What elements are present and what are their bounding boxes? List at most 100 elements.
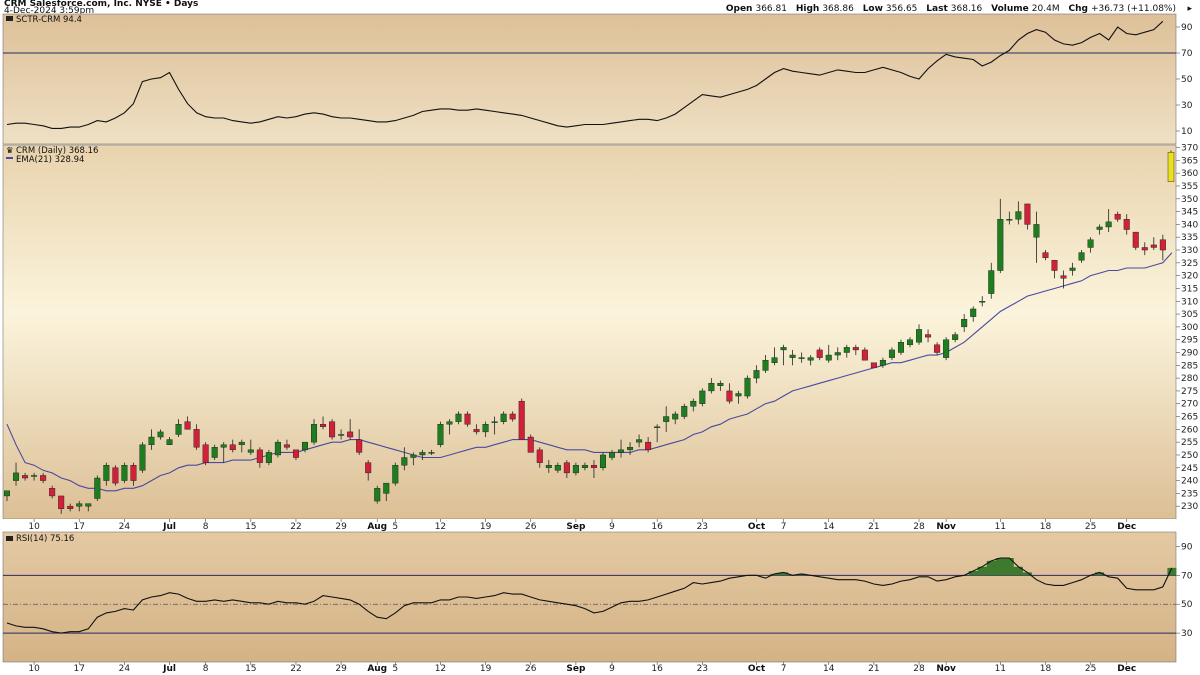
candle-body bbox=[943, 339, 950, 358]
x-axis-bottom: 10 17 24 Jul 8 15 22 29 Aug 5 12 19 26 Sep 9 16 23 Oct 7 14… bbox=[28, 662, 1136, 674]
candle-body bbox=[1123, 219, 1130, 230]
rsi-axis: 90 70 50 30 bbox=[1176, 542, 1193, 639]
candle-body bbox=[807, 357, 814, 361]
x-tick-label: 25 bbox=[1085, 522, 1096, 532]
candle-body bbox=[94, 477, 101, 499]
x-tick-label: 5 bbox=[392, 664, 398, 674]
low-value: 356.65 bbox=[886, 4, 918, 14]
candle-body bbox=[347, 431, 354, 438]
candle-body bbox=[870, 362, 877, 369]
candle-body bbox=[762, 359, 769, 371]
candle-body bbox=[491, 421, 498, 423]
candle-body bbox=[554, 465, 561, 471]
candle-body bbox=[392, 465, 399, 484]
price-tick-label: 270 bbox=[1181, 400, 1198, 410]
ema-legend-swatch bbox=[6, 157, 13, 159]
candle-body bbox=[184, 421, 191, 430]
high-label: High bbox=[796, 4, 819, 14]
x-tick-label: 9 bbox=[609, 522, 615, 532]
x-tick-label: Nov bbox=[936, 522, 956, 532]
candle-body bbox=[247, 449, 254, 453]
candle-body bbox=[789, 354, 796, 358]
x-tick-label: Oct bbox=[748, 664, 766, 674]
candle-body bbox=[663, 416, 670, 422]
candle-body bbox=[618, 449, 625, 453]
x-axis-middle: 10 17 24 Jul 8 15 22 29 Aug 5 12 19 26 Sep 9 16 23 Oct 7 14… bbox=[28, 519, 1136, 532]
candle-body bbox=[825, 354, 832, 361]
x-tick-label: 21 bbox=[868, 664, 879, 674]
open-label: Open bbox=[726, 4, 753, 14]
candle-body bbox=[238, 441, 245, 445]
x-tick-label: Nov bbox=[936, 664, 956, 674]
price-label: CRM (Daily) 368.16 bbox=[16, 146, 98, 156]
candle-body bbox=[690, 400, 697, 407]
price-tick-label: 330 bbox=[1181, 246, 1198, 256]
price-tick-label: 235 bbox=[1181, 489, 1198, 499]
x-tick-label: 8 bbox=[203, 664, 209, 674]
candle-body bbox=[961, 318, 968, 328]
price-tick-label: 315 bbox=[1181, 284, 1198, 294]
scroll-arrow-icon[interactable]: ▸ bbox=[1187, 4, 1192, 14]
candle-body bbox=[1159, 239, 1166, 251]
low-label: Low bbox=[863, 4, 883, 14]
candle-body bbox=[509, 413, 516, 420]
x-tick-label: Sep bbox=[566, 664, 586, 674]
x-tick-label: 29 bbox=[335, 522, 347, 532]
candle-body bbox=[599, 454, 606, 468]
x-tick-label: 11 bbox=[995, 664, 1006, 674]
candle-body bbox=[482, 424, 489, 433]
volume-value: 20.4M bbox=[1032, 4, 1060, 14]
x-tick-label: 24 bbox=[119, 664, 131, 674]
candle-body bbox=[365, 462, 372, 474]
candle-body bbox=[58, 495, 65, 509]
price-tick-label: 295 bbox=[1181, 336, 1198, 346]
candle-body bbox=[1024, 203, 1031, 225]
x-tick-label: 19 bbox=[480, 522, 492, 532]
candle-body bbox=[672, 413, 679, 420]
candle-body bbox=[1033, 224, 1040, 238]
candle-body bbox=[925, 334, 932, 338]
candle-body bbox=[464, 413, 471, 425]
price-tick-label: 290 bbox=[1181, 348, 1198, 358]
rsi-overbought-fill bbox=[770, 558, 1177, 576]
price-tick-label: 355 bbox=[1181, 182, 1198, 192]
x-tick-label: 12 bbox=[435, 522, 446, 532]
candle-body bbox=[1006, 219, 1013, 221]
rsi-panel-background bbox=[2, 531, 1177, 663]
candle-body bbox=[112, 467, 119, 484]
candle-body bbox=[970, 308, 977, 317]
candle-body bbox=[49, 488, 56, 497]
candle-body bbox=[780, 347, 787, 351]
candle-body bbox=[798, 357, 805, 359]
x-tick-label: 10 bbox=[28, 522, 40, 532]
candle-body bbox=[699, 390, 706, 404]
candle-body bbox=[1087, 239, 1094, 248]
sctr-tick-label: 50 bbox=[1181, 75, 1193, 85]
sctr-legend-swatch bbox=[6, 16, 13, 21]
price-tick-label: 310 bbox=[1181, 297, 1198, 307]
x-tick-label: 28 bbox=[913, 664, 925, 674]
candle-body bbox=[274, 441, 281, 456]
last-candle-body bbox=[1167, 152, 1175, 182]
x-tick-label: Aug bbox=[367, 664, 387, 674]
candle-body bbox=[329, 421, 336, 438]
sctr-tick-label: 10 bbox=[1181, 127, 1193, 137]
candle-body bbox=[139, 444, 146, 471]
candle-body bbox=[3, 490, 10, 497]
candle-body bbox=[816, 349, 823, 358]
x-tick-label: 18 bbox=[1040, 664, 1052, 674]
x-tick-label: Jul bbox=[162, 522, 176, 532]
x-axis-middle-band bbox=[3, 519, 1176, 532]
price-tick-label: 250 bbox=[1181, 451, 1198, 461]
price-tick-label: 350 bbox=[1181, 195, 1198, 205]
rsi-tick-label: 90 bbox=[1181, 542, 1193, 552]
candle-body bbox=[428, 452, 435, 454]
candle-body bbox=[401, 457, 408, 466]
candle-body bbox=[708, 383, 715, 392]
candle-body bbox=[193, 429, 200, 448]
candle-body bbox=[1051, 260, 1058, 271]
candle-body bbox=[85, 503, 92, 507]
date-line: 4-Dec-2024 3:59pm bbox=[4, 6, 94, 16]
price-tick-label: 325 bbox=[1181, 259, 1198, 269]
candle-body bbox=[934, 344, 941, 353]
